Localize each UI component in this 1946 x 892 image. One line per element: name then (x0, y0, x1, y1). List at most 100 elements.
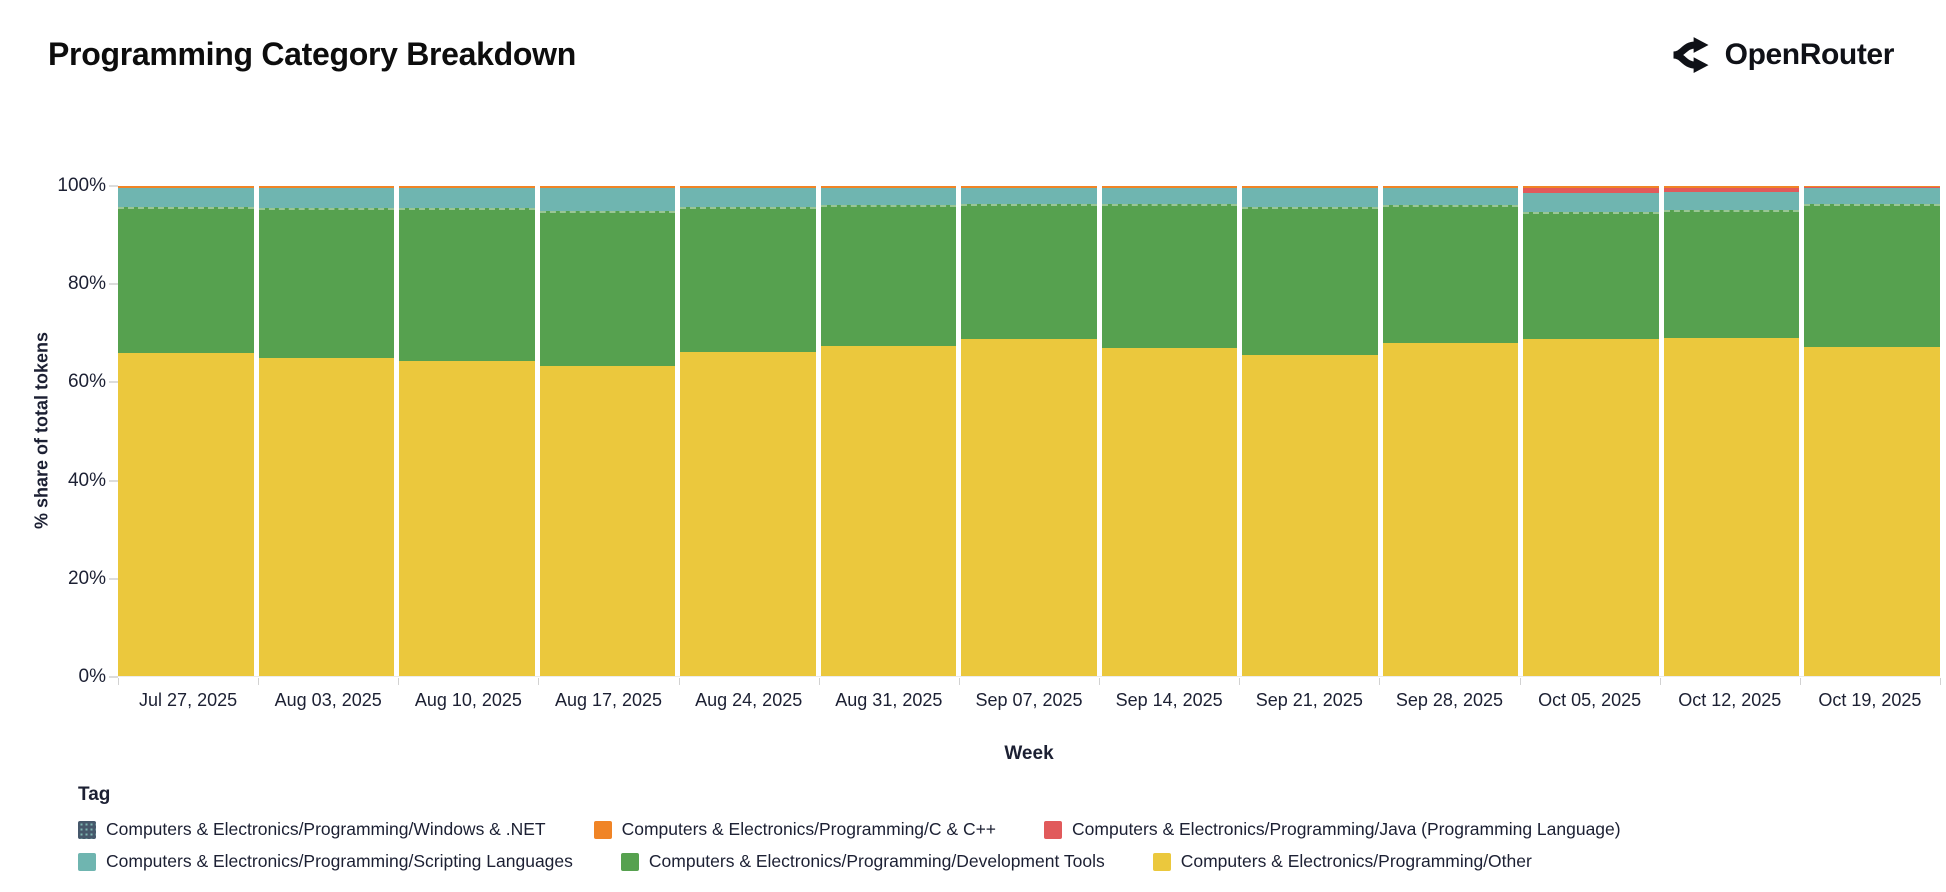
stacked-bar-oct-12-2025[interactable] (1663, 186, 1800, 676)
bar-segment-other[interactable] (680, 352, 816, 676)
stacked-bar-oct-05-2025[interactable] (1523, 186, 1659, 676)
x-tick-label: Oct 19, 2025 (1818, 690, 1922, 710)
bar-segment-other[interactable] (118, 353, 254, 676)
bar-segment-c_cpp[interactable] (680, 186, 816, 188)
bar-segment-scripting[interactable] (680, 188, 816, 208)
x-tick-label: Aug 10, 2025 (414, 690, 522, 710)
legend-label: Computers & Electronics/Programming/Wind… (106, 819, 546, 839)
stacked-bar-sep-21-2025[interactable] (1242, 186, 1378, 676)
stacked-bar-aug-17-2025[interactable] (539, 186, 676, 676)
bar-segment-devtools[interactable] (1523, 211, 1659, 339)
bar-segment-java[interactable] (1663, 187, 1800, 193)
bar-segment-c_cpp[interactable] (1523, 186, 1659, 188)
bar-segment-c_cpp[interactable] (539, 186, 676, 188)
bar-segment-devtools[interactable] (258, 207, 395, 359)
bar-segment-c_cpp[interactable] (1382, 186, 1519, 188)
bar-segment-scripting[interactable] (399, 188, 535, 209)
bar-segment-scripting[interactable] (1101, 188, 1238, 204)
x-tick-label: Oct 05, 2025 (1538, 690, 1642, 710)
stacked-bar-oct-19-2025[interactable] (1804, 186, 1940, 676)
bar-segment-scripting[interactable] (1242, 188, 1378, 208)
legend-swatch-windows_net (78, 820, 96, 839)
bar-segment-scripting[interactable] (1663, 192, 1800, 210)
bar-segment-c_cpp[interactable] (820, 186, 957, 188)
bar-segment-other[interactable] (1523, 338, 1659, 676)
x-tick-label: Jul 27, 2025 (139, 690, 238, 710)
bar-segment-c_cpp[interactable] (399, 186, 535, 188)
bar-segment-scripting[interactable] (820, 188, 957, 205)
bar-segment-other[interactable] (539, 366, 676, 676)
y-tick-mark (109, 283, 118, 286)
bar-segment-scripting[interactable] (258, 188, 395, 208)
bar-segment-other[interactable] (820, 346, 957, 676)
bar-segment-java[interactable] (1523, 187, 1659, 193)
y-tick-mark (109, 381, 118, 384)
bar-segment-c_cpp[interactable] (258, 186, 395, 188)
bar-segment-devtools[interactable] (820, 204, 957, 347)
bar-segment-devtools[interactable] (399, 208, 535, 361)
legend-swatch-c_cpp (593, 820, 612, 839)
x-tick-label: Sep 07, 2025 (975, 690, 1083, 710)
bar-segment-c_cpp[interactable] (118, 186, 254, 188)
bar-segment-devtools[interactable] (1101, 203, 1238, 348)
x-tick-label: Aug 31, 2025 (835, 690, 943, 710)
legend-label: Computers & Electronics/Programming/Scri… (106, 851, 573, 871)
y-tick-label: 60% (67, 371, 106, 393)
stacked-bar-aug-31-2025[interactable] (820, 186, 957, 676)
x-axis-title: Week (1004, 743, 1054, 764)
bar-segment-devtools[interactable] (680, 207, 816, 353)
bar-segment-devtools[interactable] (1382, 205, 1519, 343)
bar-segment-other[interactable] (1663, 337, 1800, 676)
stacked-bar-aug-03-2025[interactable] (258, 186, 395, 676)
bar-segment-other[interactable] (399, 360, 535, 676)
y-tick-label: 80% (67, 273, 106, 295)
y-tick-mark (109, 479, 118, 482)
x-tick-mark (1659, 678, 1661, 685)
bar-segment-scripting[interactable] (1804, 187, 1940, 205)
x-tick-mark (1940, 678, 1941, 685)
bar-segment-devtools[interactable] (1804, 204, 1940, 348)
bar-segment-other[interactable] (258, 358, 395, 676)
bar-segment-scripting[interactable] (539, 188, 676, 211)
bar-segment-c_cpp[interactable] (1242, 186, 1378, 188)
bar-segment-devtools[interactable] (118, 207, 254, 354)
legend-swatch-devtools (620, 852, 639, 871)
bar-segment-scripting[interactable] (1382, 188, 1519, 206)
legend-item-other: Computers & Electronics/Programming/Othe… (1152, 851, 1532, 872)
bar-segment-c_cpp[interactable] (1101, 186, 1238, 188)
legend-swatch-java (1044, 820, 1063, 839)
x-tick-label: Sep 14, 2025 (1115, 690, 1223, 710)
x-tick-mark (1519, 678, 1521, 685)
bar-segment-scripting[interactable] (118, 188, 254, 208)
x-tick-mark (678, 678, 680, 685)
bar-segment-scripting[interactable] (961, 188, 1097, 204)
bar-segment-other[interactable] (1382, 342, 1519, 676)
y-tick-mark (109, 577, 118, 580)
bar-segment-other[interactable] (1804, 347, 1940, 676)
bar-segment-scripting[interactable] (1523, 192, 1659, 212)
bar-segment-other[interactable] (961, 338, 1097, 676)
stacked-bar-sep-07-2025[interactable] (961, 186, 1097, 676)
bar-segment-devtools[interactable] (1663, 209, 1800, 338)
stacked-bar-sep-14-2025[interactable] (1101, 186, 1238, 676)
bar-segment-devtools[interactable] (1242, 207, 1378, 356)
stacked-bar-aug-10-2025[interactable] (399, 186, 535, 676)
bar-segment-c_cpp[interactable] (1804, 186, 1940, 188)
bar-segment-c_cpp[interactable] (1663, 186, 1800, 188)
stacked-bar-jul-27-2025[interactable] (118, 186, 254, 676)
y-tick-label: 20% (67, 567, 106, 589)
y-tick-label: 100% (57, 175, 106, 196)
stacked-bar-sep-28-2025[interactable] (1382, 186, 1519, 676)
legend-item-windows_net: Computers & Electronics/Programming/Wind… (78, 819, 546, 840)
legend-item-java: Computers & Electronics/Programming/Java… (1044, 819, 1621, 840)
stacked-bar-aug-24-2025[interactable] (680, 186, 816, 676)
bar-segment-c_cpp[interactable] (961, 186, 1097, 188)
bar-segment-devtools[interactable] (539, 210, 676, 367)
x-tick-mark (1099, 678, 1101, 685)
legend-swatch-other (1152, 852, 1171, 871)
x-tick-label: Oct 12, 2025 (1678, 690, 1782, 710)
legend-items: Computers & Electronics/Programming/Wind… (78, 819, 1902, 872)
bar-segment-other[interactable] (1242, 355, 1378, 676)
bar-segment-other[interactable] (1101, 347, 1238, 676)
bar-segment-devtools[interactable] (961, 203, 1097, 339)
